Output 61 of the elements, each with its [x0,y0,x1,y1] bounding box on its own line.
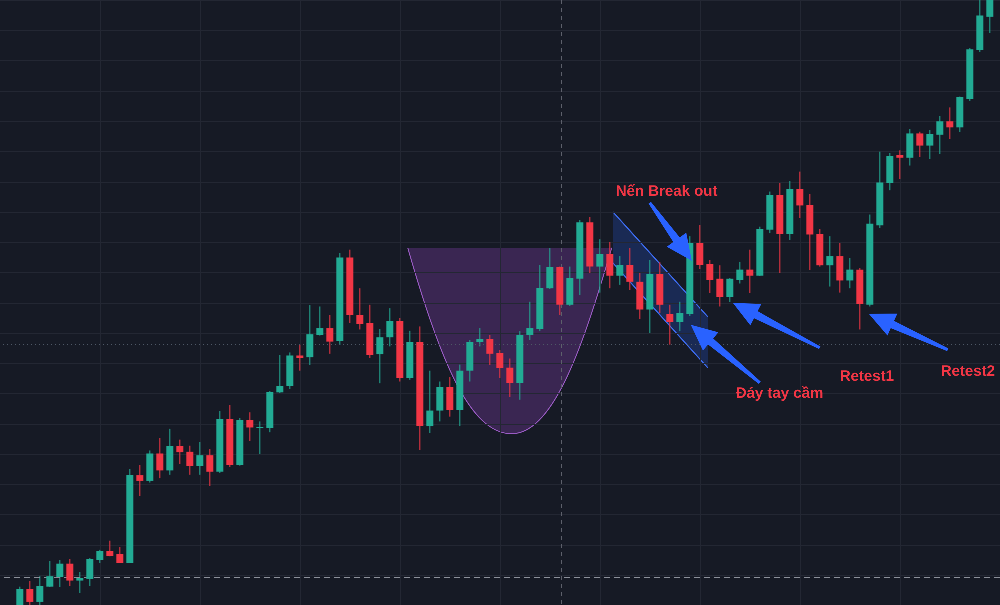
candlestick [316,306,324,336]
candlestick [436,381,444,422]
candlestick [76,572,84,594]
candlestick [46,560,54,588]
candlestick [186,445,194,476]
candlestick [706,260,714,294]
candlestick [296,344,304,372]
candlestick [106,540,114,558]
candlestick [96,549,104,564]
candlestick [246,412,254,442]
candlestick [496,350,504,379]
candlestick [826,236,834,288]
candlestick [626,248,634,291]
candlestick [66,558,74,587]
candlestick [256,421,264,455]
candlestick [716,265,724,308]
candlestick [846,258,854,290]
candlestick [136,464,144,497]
annotation: Nến Break out [616,183,718,200]
candlestick [696,224,704,270]
candlestick [736,261,744,284]
candlestick [896,150,904,180]
candlestick [16,586,24,605]
annotation: Retest2 [941,363,996,380]
candlestick [946,107,954,140]
candlestick [356,288,364,330]
candlestick [546,248,554,290]
candlestick [666,304,674,346]
candlestick [676,301,684,332]
candlestick [206,449,214,487]
candlestick [596,239,604,294]
candlestick [526,301,534,341]
candlestick [156,438,164,480]
candlestick [326,314,334,354]
candlestick [616,256,624,286]
candlestick [306,305,314,366]
candlestick [176,439,184,465]
candlestick [606,242,614,290]
candlestick [506,358,514,398]
candlestick [26,580,34,605]
annotation: Đáy tay cầm [736,385,824,402]
annotation: Retest1 [840,368,894,385]
candlestick [726,278,734,303]
candlestick [486,334,494,366]
candlestick [746,249,754,294]
candlestick [476,328,484,348]
candlestick [796,171,804,219]
candlestick [376,328,384,384]
candlestick [386,308,394,348]
candlestick [56,560,64,588]
candlestick [936,116,944,155]
candlestick [116,547,124,564]
candlestick [276,354,284,394]
candlestick [926,130,934,160]
candlestick [916,131,924,158]
candlestick [446,377,454,418]
candlestick [36,576,44,605]
candlestick [426,370,434,434]
candlestick [86,558,94,587]
candlestick [986,0,994,34]
candlestick [196,442,204,476]
